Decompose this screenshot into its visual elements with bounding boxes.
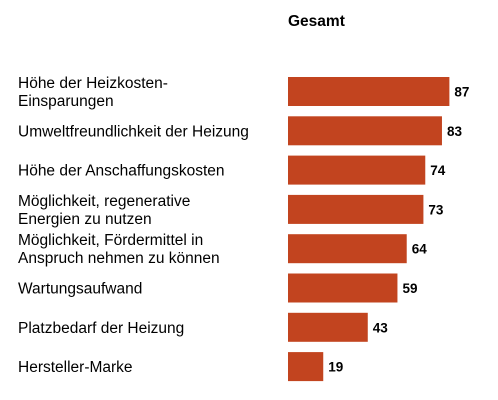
bar-0 — [288, 77, 450, 106]
category-label-4: Möglichkeit, Fördermittel in Anspruch neh… — [18, 232, 220, 267]
value-label-0: 87 — [454, 85, 469, 100]
category-label-0: Höhe der Heizkosten-Einsparungen — [18, 75, 168, 110]
category-label-line: Platzbedarf der Heizung — [18, 320, 184, 337]
bar-4 — [288, 234, 407, 264]
category-label-line: Höhe der Heizkosten- — [18, 75, 168, 92]
category-label-7: Hersteller-Marke — [18, 359, 133, 376]
bar-3 — [288, 194, 424, 224]
value-label-2: 74 — [430, 163, 446, 178]
bar-5 — [288, 273, 398, 303]
category-label-line: Höhe der Anschaffungskosten — [18, 163, 225, 180]
value-label-6: 43 — [373, 320, 389, 335]
category-label-1: Umweltfreundlichkeit der Heizung — [18, 123, 249, 140]
category-label-line: Anspruch nehmen zu können — [18, 250, 220, 267]
bar-1 — [288, 116, 442, 146]
value-label-3: 73 — [428, 202, 444, 217]
value-label-4: 64 — [412, 242, 428, 257]
category-label-5: Wartungsaufwand — [18, 281, 142, 298]
value-label-7: 19 — [328, 360, 343, 375]
category-label-3: Möglichkeit, regenerative Energien zu nut… — [18, 193, 190, 228]
category-label-line: Hersteller-Marke — [18, 359, 133, 376]
value-label-5: 59 — [402, 281, 417, 296]
category-label-2: Höhe der Anschaffungskosten — [18, 163, 225, 180]
category-label-line: Energien zu nutzen — [18, 211, 152, 228]
category-label-line: Wartungsaufwand — [18, 281, 142, 298]
category-label-line: Möglichkeit, Fördermittel in — [18, 232, 203, 249]
category-label-6: Platzbedarf der Heizung — [18, 320, 184, 337]
bar-group: 87 Höhe der Heizkosten-Einsparungen 83 Umwe… — [18, 75, 469, 382]
chart-title: Gesamt — [288, 13, 345, 30]
category-label-line: Umweltfreundlichkeit der Heizung — [18, 123, 249, 140]
category-label-line: Einsparungen — [18, 93, 114, 110]
value-label-1: 83 — [447, 124, 463, 139]
bar-7 — [288, 352, 324, 382]
bar-6 — [288, 312, 368, 342]
category-label-line: Möglichkeit, regenerative — [18, 193, 190, 210]
bar-2 — [288, 155, 426, 185]
